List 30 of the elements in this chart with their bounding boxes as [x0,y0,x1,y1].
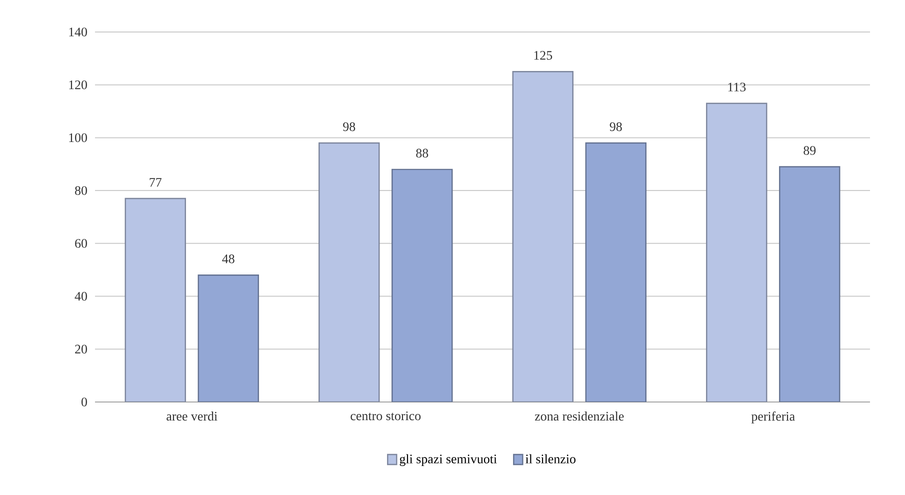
bar [585,142,646,402]
bar [392,168,453,402]
y-tick-label: 100 [69,133,87,142]
data-label: 113 [728,82,746,92]
bar [198,274,259,402]
y-tick-label: 40 [74,292,87,301]
bar [779,166,840,402]
x-tick-label: centro storico [350,412,421,420]
x-tick-label: periferia [751,412,795,424]
bar [318,142,380,402]
data-label: 48 [222,254,234,264]
data-label: 125 [534,51,552,60]
y-tick-label: 0 [82,398,87,406]
data-label: 98 [610,122,622,132]
legend-label: gli spazi semivuoti [400,454,497,466]
y-tick-label: 80 [75,186,87,195]
y-tick-label: 20 [75,344,87,354]
bar [512,71,574,402]
data-label: 98 [343,122,356,132]
x-tick-label: aree verdi [166,412,218,421]
data-label: 77 [150,178,162,187]
y-tick-label: 140 [69,28,87,36]
data-label: 88 [416,148,428,158]
y-tick-label: 120 [69,80,87,90]
x-tick-label: zona residenziale [534,412,624,421]
legend-label: il silenzio [526,454,576,464]
bar [124,198,186,402]
bar [706,102,768,402]
y-tick-label: 60 [75,239,87,248]
data-label: 89 [804,146,816,155]
